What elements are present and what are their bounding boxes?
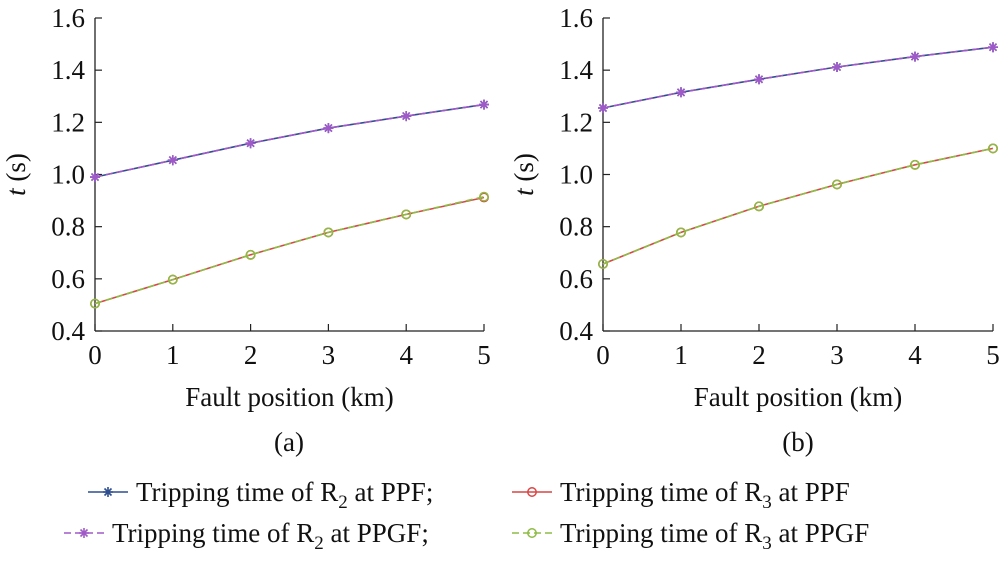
data-point-r2_ppgf: [167, 155, 178, 166]
x-tick-label: 3: [830, 340, 844, 370]
x-axis-title: Fault position (km): [694, 382, 903, 412]
legend-label-r3_ppf: Tripping time of R3 at PPF: [560, 477, 850, 513]
data-point-r3_ppgf: [90, 298, 100, 309]
y-tick-label: 0.6: [51, 264, 85, 294]
y-tick-label: 0.6: [559, 264, 593, 294]
y-axis-title-unit: (s): [509, 153, 539, 188]
y-tick-label: 1.0: [51, 160, 85, 190]
data-point-r2_ppgf: [676, 87, 686, 98]
series-line-r3_ppgf: [94, 195, 485, 305]
legend-label-text: Tripping time of R: [112, 518, 314, 548]
data-point-r2_ppgf: [479, 99, 489, 110]
data-point-r3_ppgf: [245, 249, 256, 260]
panel-a: 0.4 0.6 0.8 1.0 1.2 1.4 1.6 0 1 2 3 4 5 Fault positio…: [1, 3, 491, 457]
data-point-r2_ppgf: [245, 138, 256, 149]
y-axis-title-var: t: [509, 187, 539, 196]
data-point-r3_ppgf: [676, 227, 686, 238]
legend-label-text: Tripping time of R: [560, 518, 762, 548]
legend-label-text: at PPGF: [772, 518, 870, 548]
data-point-r3_ppgf: [988, 143, 998, 154]
x-tick-label: 2: [752, 340, 766, 370]
x-tick-label: 0: [88, 340, 102, 370]
y-tick-label: 0.4: [51, 316, 85, 346]
y-tick-label: 1.6: [51, 3, 85, 33]
y-axis-title-var: t: [1, 187, 31, 196]
x-tick-label: 4: [399, 340, 413, 370]
legend: Tripping time of R2 at PPF; Tripping time…: [64, 477, 869, 554]
legend-label-subscript: 2: [314, 533, 324, 554]
legend-marker-r3_ppgf: [527, 528, 537, 538]
data-point-r3_ppgf: [910, 159, 920, 170]
legend-label-text: at PPF: [772, 477, 850, 507]
x-tick-label: 4: [908, 340, 922, 370]
legend-label-r3_ppgf: Tripping time of R3 at PPGF: [560, 518, 869, 554]
series-line-r2_ppgf: [602, 46, 994, 109]
y-tick-label: 1.0: [559, 160, 593, 190]
y-tick-label: 1.2: [51, 107, 85, 137]
series-line-r3_ppf: [94, 196, 485, 305]
series-line-r2_ppf: [94, 103, 485, 178]
x-tick-label: 0: [596, 340, 610, 370]
panel-label: (b): [782, 427, 813, 457]
y-tick-label: 0.8: [559, 212, 593, 242]
series-line-r2_ppgf: [94, 103, 485, 178]
y-tick-label: 1.2: [559, 107, 593, 137]
series-line-r3_ppf: [602, 147, 994, 265]
legend-label-text: at PPGF;: [324, 518, 429, 548]
panel-b: 0.4 0.6 0.8 1.0 1.2 1.4 1.6 0 1 2 3 4 5 Fault positio…: [509, 3, 1000, 457]
y-tick-label: 1.4: [559, 55, 593, 85]
data-point-r3_ppgf: [401, 209, 412, 220]
legend-marker-r2_ppf: [103, 487, 113, 497]
data-point-r2_ppgf: [988, 42, 998, 53]
y-tick-label: 1.6: [559, 3, 593, 33]
legend-label-subscript: 2: [338, 492, 348, 513]
x-tick-label: 5: [986, 340, 1000, 370]
series-line-r3_ppgf: [602, 147, 994, 265]
legend-label-subscript: 3: [762, 492, 772, 513]
x-tick-label: 3: [322, 340, 336, 370]
legend-label-r2_ppgf: Tripping time of R2 at PPGF;: [112, 518, 429, 554]
data-point-r2_ppgf: [832, 62, 842, 72]
y-tick-label: 0.4: [559, 316, 593, 346]
data-point-r2_ppgf: [910, 51, 920, 62]
data-point-r2_ppgf: [754, 74, 764, 85]
x-tick-label: 1: [166, 340, 180, 370]
data-point-r3_ppgf: [167, 274, 178, 285]
y-tick-label: 0.8: [51, 212, 85, 242]
legend-label-subscript: 3: [762, 533, 772, 554]
legend-label-text: at PPF;: [348, 477, 434, 507]
data-point-r2_ppgf: [598, 103, 608, 113]
data-point-r2_ppgf: [323, 123, 334, 134]
x-tick-label: 1: [674, 340, 688, 370]
legend-marker-r3_ppf: [527, 487, 537, 497]
y-axis-title: t (s): [1, 153, 31, 196]
panel-label: (a): [274, 427, 304, 457]
y-tick-label: 1.4: [51, 55, 85, 85]
legend-label-text: Tripping time of R: [136, 477, 338, 507]
data-point-r2_ppgf: [90, 172, 100, 183]
legend-marker-r2_ppgf: [79, 528, 89, 538]
x-tick-label: 5: [477, 340, 491, 370]
data-point-r2_ppgf: [401, 111, 412, 122]
data-point-r3_ppgf: [754, 201, 764, 212]
series-line-r2_ppf: [602, 46, 994, 109]
legend-label-r2_ppf: Tripping time of R2 at PPF;: [136, 477, 433, 513]
data-point-r3_ppgf: [598, 259, 608, 269]
data-point-r3_ppgf: [323, 227, 334, 238]
legend-label-text: Tripping time of R: [560, 477, 762, 507]
y-axis-title: t (s): [509, 153, 539, 196]
x-tick-label: 2: [244, 340, 258, 370]
x-axis-title: Fault position (km): [185, 382, 394, 412]
data-point-r3_ppgf: [479, 191, 489, 202]
data-point-r3_ppgf: [832, 179, 842, 190]
y-axis-title-unit: (s): [1, 153, 31, 188]
